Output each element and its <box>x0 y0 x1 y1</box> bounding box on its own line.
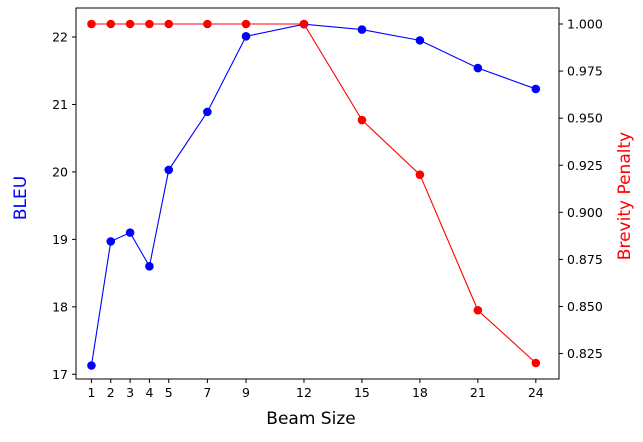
data-point-brevity <box>473 305 483 315</box>
data-point-brevity <box>87 19 96 29</box>
plot-marks <box>87 19 541 370</box>
x-tick-label: 3 <box>126 385 134 400</box>
data-point-bleu <box>145 262 154 271</box>
y-right-tick-label: 1.000 <box>567 17 603 32</box>
series-line-bleu <box>90 23 537 366</box>
x-axis-title: Beam Size <box>266 409 355 429</box>
data-point-bleu <box>473 63 483 73</box>
y-left-tick-label: 18 <box>52 299 68 314</box>
data-point-brevity <box>164 19 174 29</box>
data-point-bleu <box>531 84 541 94</box>
y-right-tick-label: 0.850 <box>567 299 603 314</box>
y-right-tick-label: 0.825 <box>567 346 603 361</box>
data-point-bleu <box>357 25 367 34</box>
axes: 1 2 3 4 5 7 9 12 15 18 21 241718192021220.8250.8500… <box>52 7 603 400</box>
x-tick-label: 12 <box>296 385 312 400</box>
x-tick-label: 15 <box>354 385 370 400</box>
x-tick-label: 2 <box>107 385 115 400</box>
data-point-bleu <box>203 107 212 117</box>
plot-frame <box>75 7 560 380</box>
y-left-tick-label: 21 <box>52 97 68 112</box>
data-point-brevity <box>357 115 367 125</box>
y-left-tick-label: 20 <box>52 164 68 179</box>
data-point-bleu <box>415 36 425 45</box>
y-left-tick-label: 22 <box>52 30 68 45</box>
data-point-bleu <box>241 32 251 41</box>
x-tick-label: 9 <box>242 385 250 400</box>
x-tick-label: 5 <box>165 385 173 400</box>
data-point-bleu <box>125 228 135 237</box>
y-left-tick-label: 19 <box>52 232 68 247</box>
data-point-brevity <box>106 19 116 29</box>
x-tick-label: 18 <box>412 385 428 400</box>
data-point-bleu <box>87 361 96 370</box>
y-left-tick-label: 17 <box>52 367 68 382</box>
data-point-brevity <box>415 170 425 179</box>
y-right-tick-label: 0.975 <box>567 64 603 79</box>
y-right-tick-label: 0.875 <box>567 252 603 267</box>
data-point-brevity <box>125 19 135 29</box>
y-right-tick-label: 0.900 <box>567 205 603 220</box>
series-line-brevity <box>91 23 537 364</box>
data-point-brevity <box>203 19 212 29</box>
data-point-brevity <box>531 358 541 368</box>
data-point-bleu <box>164 165 174 175</box>
y-right-tick-label: 0.950 <box>567 111 603 126</box>
data-point-brevity <box>241 19 251 29</box>
y-right-axis-title: Brevity Penalty <box>615 132 635 260</box>
y-right-tick-label: 0.925 <box>567 158 603 173</box>
y-left-axis-title: BLEU <box>11 176 31 220</box>
data-point-brevity <box>145 19 154 29</box>
x-tick-label: 21 <box>470 385 486 400</box>
x-tick-label: 1 <box>87 385 95 400</box>
x-tick-label: 24 <box>528 385 544 400</box>
x-tick-label: 4 <box>145 385 153 400</box>
x-tick-label: 7 <box>203 385 211 400</box>
data-point-bleu <box>106 237 116 246</box>
data-point-brevity <box>299 19 309 29</box>
